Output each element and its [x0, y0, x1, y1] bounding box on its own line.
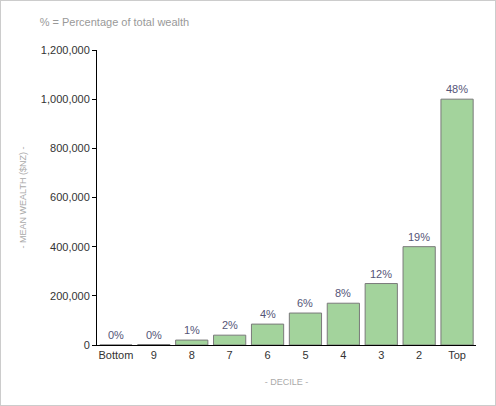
svg-text:0%: 0% [108, 329, 124, 341]
svg-text:7: 7 [227, 349, 233, 361]
svg-text:48%: 48% [446, 83, 468, 95]
svg-text:3: 3 [378, 349, 384, 361]
svg-text:4: 4 [340, 349, 346, 361]
svg-text:Top: Top [448, 349, 466, 361]
svg-text:0: 0 [84, 339, 90, 351]
svg-text:0%: 0% [146, 329, 162, 341]
svg-text:19%: 19% [408, 231, 430, 243]
svg-text:800,000: 800,000 [50, 142, 90, 154]
svg-text:2: 2 [416, 349, 422, 361]
svg-text:6: 6 [264, 349, 270, 361]
svg-text:2%: 2% [222, 319, 238, 331]
svg-text:1,000,000: 1,000,000 [41, 93, 90, 105]
svg-text:400,000: 400,000 [50, 241, 90, 253]
svg-text:200,000: 200,000 [50, 290, 90, 302]
svg-text:8%: 8% [335, 287, 351, 299]
svg-text:1%: 1% [184, 324, 200, 336]
svg-text:4%: 4% [260, 308, 276, 320]
svg-text:6%: 6% [297, 297, 313, 309]
svg-text:9: 9 [151, 349, 157, 361]
svg-text:- DECILE -: - DECILE - [265, 377, 309, 387]
svg-text:1,200,000: 1,200,000 [41, 44, 90, 56]
svg-text:Bottom: Bottom [99, 349, 134, 361]
svg-text:5: 5 [302, 349, 308, 361]
svg-text:12%: 12% [370, 268, 392, 280]
svg-text:600,000: 600,000 [50, 191, 90, 203]
svg-text:- MEAN WEALTH ($NZ) -: - MEAN WEALTH ($NZ) - [18, 147, 28, 249]
svg-text:8: 8 [189, 349, 195, 361]
svg-text:% = Percentage of total wealth: % = Percentage of total wealth [40, 16, 190, 28]
